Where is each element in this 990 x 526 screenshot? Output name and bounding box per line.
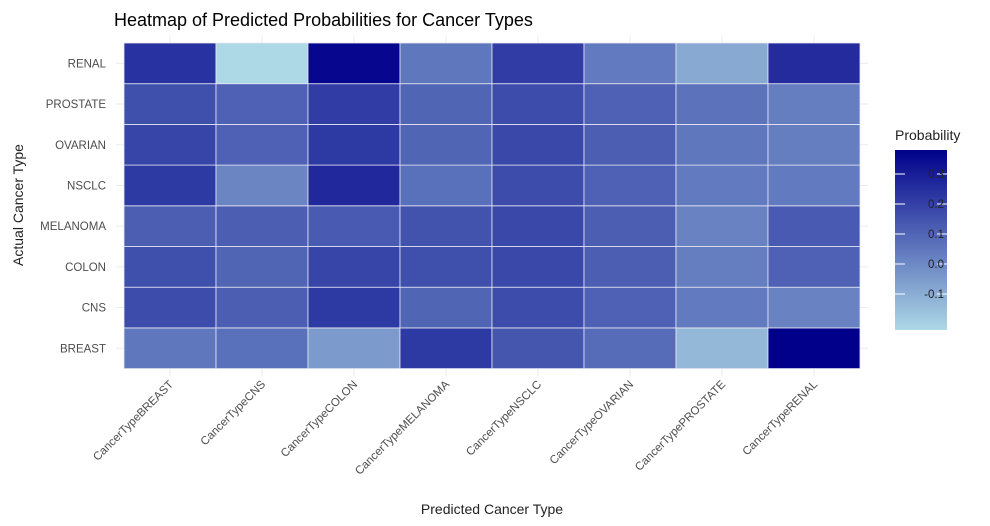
heatmap-cell: [307, 42, 401, 85]
legend-tick-label: 0.0: [928, 259, 944, 271]
heatmap-cell: [307, 124, 401, 166]
heatmap-cell: [767, 124, 861, 166]
legend-tick-label: 0.2: [928, 199, 944, 211]
heatmap-cell: [491, 83, 585, 125]
heatmap-cell: [215, 164, 309, 207]
heatmap-cell: [399, 83, 493, 125]
heatmap-cell: [215, 286, 309, 329]
heatmap-cell: [307, 286, 401, 329]
y-tick-label: NSCLC: [67, 180, 106, 192]
heatmap-cell: [399, 124, 493, 166]
legend-title: Probability: [895, 127, 960, 143]
legend-tick-label: 0.1: [928, 229, 944, 241]
y-tick-label: PROSTATE: [46, 99, 107, 111]
heatmap-cell: [307, 205, 401, 247]
heatmap-cell: [215, 124, 309, 166]
legend-ticks: -0.1 0.0 0.1 0.2 0.3: [895, 169, 947, 301]
heatmap-cell: [675, 83, 769, 125]
heatmap-cell: [491, 246, 585, 288]
heatmap-cell: [675, 246, 769, 288]
heatmap-cell: [215, 205, 309, 247]
heatmap-cell: [767, 83, 861, 125]
heatmap-cell: [491, 42, 585, 85]
x-tick-label: CancerTypePROSTATE: [633, 378, 728, 473]
heatmap-cell: [307, 83, 401, 125]
heatmap-cell: [583, 124, 677, 166]
heatmap-cell: [215, 83, 309, 125]
heatmap-cell: [583, 246, 677, 288]
heatmap-cell: [399, 327, 493, 369]
x-tick-label: CancerTypeNSCLC: [464, 379, 544, 459]
heatmap-cell: [491, 205, 585, 247]
heatmap-cell: [215, 327, 309, 369]
heatmap-cell: [675, 205, 769, 247]
heatmap-cell: [583, 205, 677, 247]
heatmap-cell: [123, 83, 217, 125]
x-tick-label: CancerTypeOVARIAN: [548, 379, 636, 467]
heatmap-cell: [399, 42, 493, 85]
heatmap-cell: [767, 205, 861, 247]
heatmap-cell: [307, 327, 401, 369]
heatmap-cell: [307, 164, 401, 207]
heatmap-cell: [583, 327, 677, 369]
heatmap-cell: [675, 42, 769, 85]
heatmap-cell: [123, 286, 217, 329]
x-axis-title: Predicted Cancer Type: [421, 501, 563, 517]
legend-tick-label: 0.3: [928, 169, 944, 181]
y-tick-label: MELANOMA: [40, 221, 106, 233]
y-tick-label: RENAL: [68, 58, 107, 70]
heatmap-cell: [399, 286, 493, 329]
heatmap-cell: [675, 164, 769, 207]
heatmap-cell: [767, 327, 861, 369]
heatmap-cell: [215, 42, 309, 85]
heatmap-cell: [583, 286, 677, 329]
heatmap-cell: [675, 124, 769, 166]
heatmap-cell: [491, 124, 585, 166]
heatmap-cell: [123, 205, 217, 247]
heatmap-cell: [123, 246, 217, 288]
heatmap-cell: [583, 164, 677, 207]
heatmap-cell: [123, 327, 217, 369]
heatmap-cell: [123, 42, 217, 85]
heatmap-cell: [583, 42, 677, 85]
heatmap-cell: [123, 164, 217, 207]
heatmap-cell: [767, 42, 861, 85]
x-tick-label: CancerTypeMELANOMA: [353, 378, 452, 477]
heatmap-cell: [675, 286, 769, 329]
heatmap-cell: [491, 164, 585, 207]
x-tick-label: CancerTypeCOLON: [279, 379, 360, 460]
heatmap-cell: [583, 83, 677, 125]
heatmap-cell: [491, 286, 585, 329]
heatmap-cell: [399, 205, 493, 247]
y-axis-ticks: BREAST CNS COLON MELANOMA NSCLC OVARIAN PROSTA…: [40, 58, 106, 355]
heatmap-cell: [215, 246, 309, 288]
color-legend: Probability -0.1 0.0 0.1 0.2 0.3: [895, 127, 960, 330]
x-tick-label: CancerTypeCNS: [199, 378, 269, 448]
y-axis-title: Actual Cancer Type: [10, 144, 26, 266]
heatmap-cell: [123, 124, 217, 166]
x-tick-label: CancerTypeRENAL: [741, 378, 821, 458]
y-tick-label: OVARIAN: [55, 140, 106, 152]
heatmap-cell: [767, 286, 861, 329]
x-axis-ticks: CancerTypeBREAST CancerTypeCNS CancerTypeC…: [91, 378, 820, 477]
heatmap-cell: [491, 327, 585, 369]
heatmap-cell: [675, 327, 769, 369]
x-tick-label: CancerTypeBREAST: [91, 379, 176, 464]
chart-title: Heatmap of Predicted Probabilities for C…: [114, 10, 533, 30]
legend-tick-label: -0.1: [924, 289, 944, 301]
y-tick-label: BREAST: [60, 343, 106, 355]
heatmap-cell: [399, 164, 493, 207]
y-tick-label: COLON: [65, 262, 106, 274]
heatmap-cell: [767, 246, 861, 288]
heatmap-cells: [123, 42, 861, 369]
y-tick-label: CNS: [82, 303, 107, 315]
heatmap-cell: [399, 246, 493, 288]
heatmap-cell: [767, 164, 861, 207]
heatmap-cell: [307, 246, 401, 288]
legend-colorbar: [895, 150, 947, 330]
